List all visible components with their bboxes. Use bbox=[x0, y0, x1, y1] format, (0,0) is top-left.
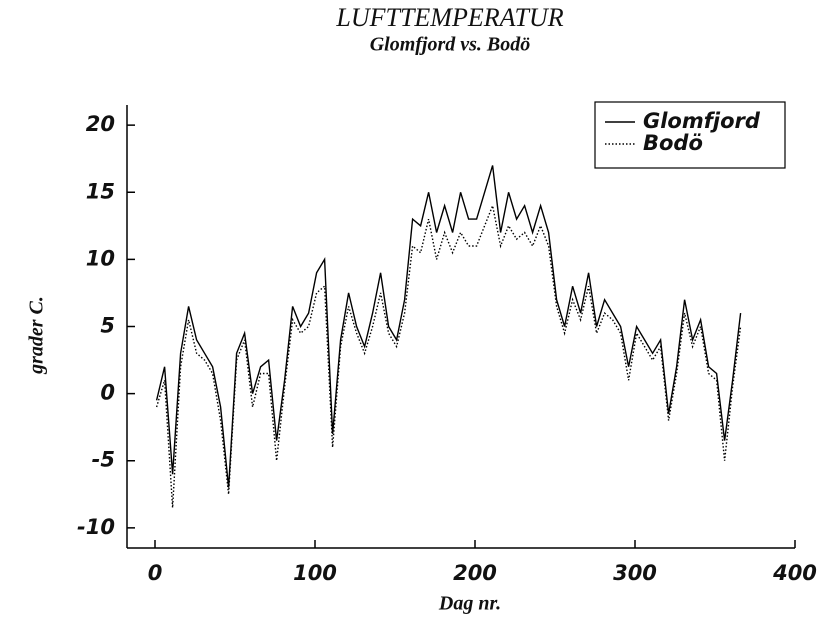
x-tick-label: 400 bbox=[772, 561, 817, 585]
y-tick-label: 10 bbox=[86, 246, 115, 270]
y-tick-label: 20 bbox=[86, 112, 115, 136]
series-line bbox=[155, 165, 742, 488]
y-tick-label: 0 bbox=[100, 381, 115, 405]
y-axis-label: grader C. bbox=[26, 296, 48, 375]
chart-subtitle: Glomfjord vs. Bodö bbox=[370, 34, 531, 56]
chart-title: LUFTTEMPERATUR bbox=[335, 3, 563, 32]
legend-label: Bodö bbox=[643, 131, 703, 155]
x-axis-label: Dag nr. bbox=[438, 593, 501, 615]
y-tick-label: 15 bbox=[86, 179, 115, 203]
legend-label: Glomfjord bbox=[643, 109, 761, 133]
x-tick-label: 200 bbox=[453, 561, 497, 585]
series-line bbox=[155, 203, 742, 508]
y-tick-label: 5 bbox=[100, 314, 115, 338]
x-tick-label: 300 bbox=[613, 561, 657, 585]
x-tick-label: 100 bbox=[293, 561, 337, 585]
y-tick-label: -5 bbox=[92, 448, 115, 472]
y-tick-label: -10 bbox=[77, 515, 115, 539]
legend-box bbox=[594, 101, 786, 169]
x-tick-label: 0 bbox=[148, 561, 163, 585]
